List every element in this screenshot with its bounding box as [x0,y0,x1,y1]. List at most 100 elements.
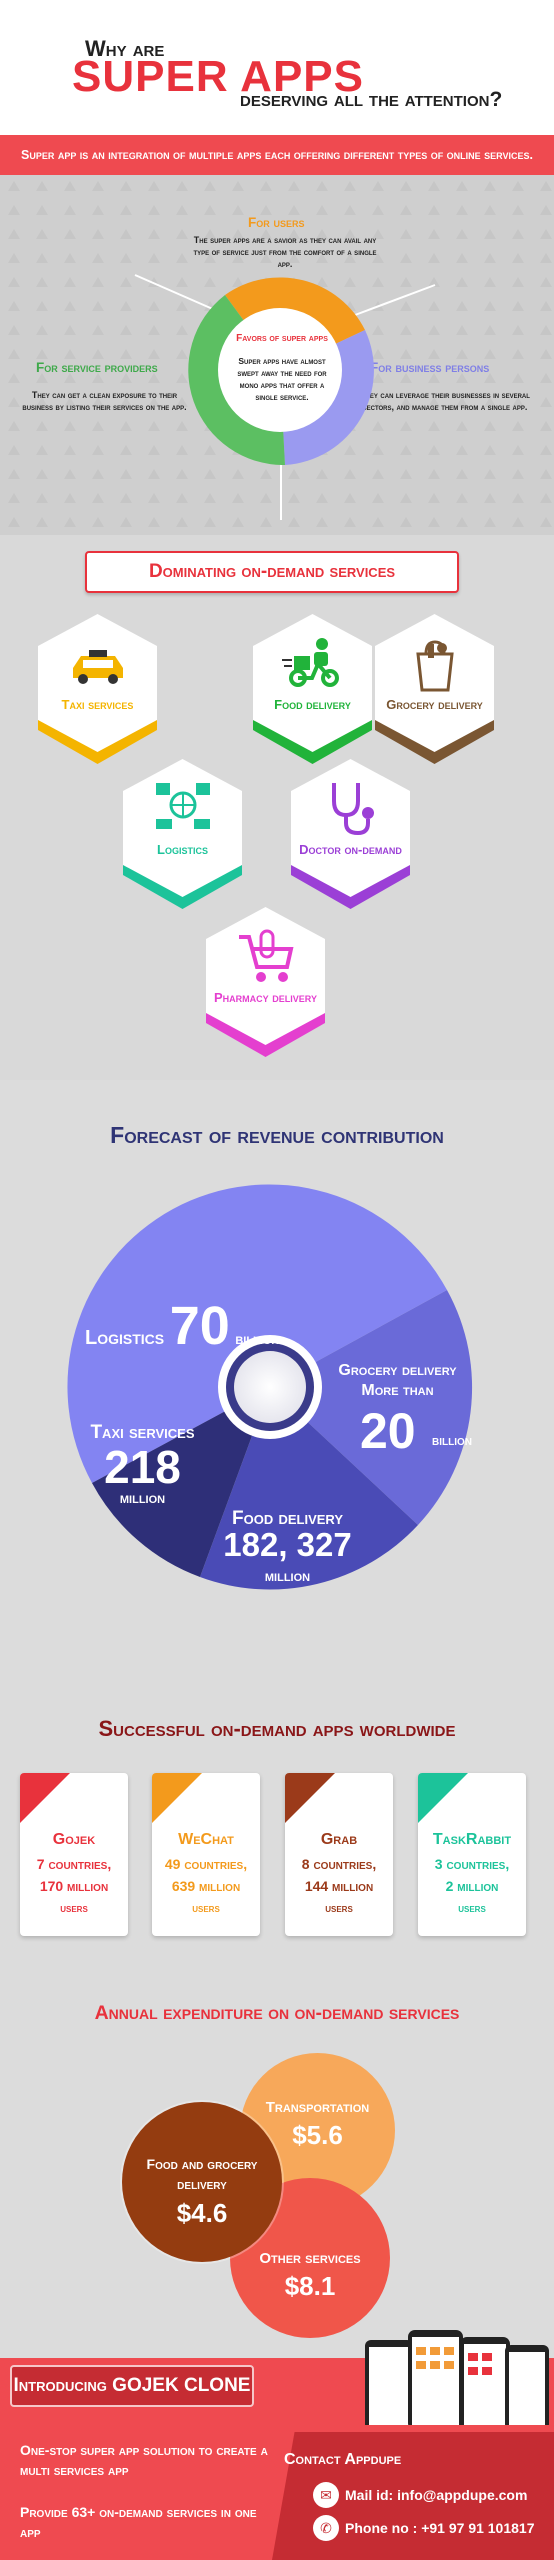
grocery-label: Grocery delivery [338,1362,457,1379]
header-line3: deserving all the attention? [240,88,503,111]
card-corner [418,1773,468,1823]
app-countries: 8 countries, [301,1856,377,1872]
favors-title: Favors of super apps [236,333,328,344]
app-name: TaskRabbit [432,1831,512,1848]
super-apps-section [0,175,554,535]
hex-shape [38,614,157,764]
pie-hole [234,1351,306,1423]
dominating-title: Dominating on-demand services [85,551,459,593]
pharmacy-cart-icon [235,927,297,985]
mail-icon: ✉ [313,2482,339,2508]
app-stats: 7 countries, 170 million users [20,1853,128,1919]
taxi-unit: million [119,1490,166,1507]
forecast-title: Forecast of revenue contribution [110,1122,444,1148]
hex-shape [291,759,410,909]
grocery-prefix: More than [361,1382,434,1399]
successful-title: Successful on-demand apps worldwide [98,1716,456,1741]
taxi-value: 218 [104,1441,181,1493]
connector-line [134,274,216,311]
grocery-value: 20 [360,1403,416,1459]
footer-line1: One-stop super app solution to create a … [20,2442,268,2478]
contact-title: Contact Appdupe [284,2451,402,2468]
service-hex-taxi-services: Taxi services [35,612,160,767]
app-name: WeChat [178,1831,234,1848]
service-label: Grocery delivery [386,697,483,712]
transportation-label: Transportation [265,2099,370,2116]
food-grocery-label: Food and grocery delivery [146,2156,258,2192]
revenue-pie [67,1184,473,1590]
service-hex-pharmacy-delivery: Pharmacy delivery [203,905,328,1060]
footer-line2: Provide 63+ on-demand services in one ap… [20,2504,257,2540]
contact-phone[interactable]: Phone no : +91 97 91 101817 [345,2520,535,2536]
app-name: Gojek [52,1831,96,1848]
grocery-unit: billion [432,1432,472,1448]
intro-gojek-clone: Introducing GOJEK CLONE [10,2365,254,2407]
hex-shape [375,614,494,764]
providers-title: For service providers [36,360,158,375]
service-label: Doctor on-demand [299,842,402,857]
food-grocery-value: $4.6 [176,2198,228,2228]
card-corner [20,1773,70,1823]
other-label: Other services [259,2250,361,2267]
card-corner [285,1773,335,1823]
header-title: SUPER APPS [72,52,365,101]
logistics-unit: billion [235,1331,280,1348]
users-title: For users [248,215,305,230]
service-hex-doctor-on-demand: Doctor on-demand [288,757,413,912]
app-countries: 7 countries, [36,1856,112,1872]
logistics-icon [152,779,214,837]
app-card-gojek: Gojek 7 countries, 170 million users [20,1773,128,1936]
pie-slice-logistics [67,1184,447,1483]
food-value: 182, 327 [223,1526,352,1563]
business-text: They can leverage their businesses in se… [360,390,530,412]
app-card-grab: Grab 8 countries, 144 million users [285,1773,393,1936]
stethoscope-icon [320,779,382,837]
phone-mockups [365,2330,549,2425]
app-card-taskrabbit: TaskRabbit 3 countries, 2 million users [418,1773,526,1936]
transportation-value: $5.6 [292,2120,343,2150]
intro-banner: Super app is an integration of multiple … [0,135,554,175]
pie-slice-grocery [270,1290,473,1525]
app-users-suffix: users [325,1901,353,1915]
food-unit: million [264,1568,311,1585]
app-users-suffix: users [458,1901,486,1915]
app-users: 2 million [445,1878,499,1894]
delivery-scooter-icon [282,634,344,692]
app-users-suffix: users [60,1901,88,1915]
contact-mail[interactable]: Mail id: info@appdupe.com [345,2487,528,2503]
users-text: The super apps are a savior as they can … [193,235,377,269]
service-hex-food-delivery: Food delivery [250,612,375,767]
service-hex-logistics: Logistics [120,757,245,912]
business-title: For business persons [370,360,490,375]
forecast-logistics: Logistics 70 billion [85,1295,279,1357]
app-users-suffix: users [192,1901,220,1915]
app-users: 170 million [39,1878,109,1894]
other-value: $8.1 [284,2271,336,2301]
service-label: Taxi services [61,697,134,712]
app-users: 144 million [304,1878,374,1894]
favors-text: Super apps have almost swept away the ne… [237,356,327,402]
grocery-bag-icon [404,634,466,692]
providers-text: They can get a clean exposure to their b… [22,390,187,412]
annual-title: Annual expenditure on on-demand services [94,2002,460,2024]
taxi-label: Taxi services [90,1422,195,1443]
app-card-wechat: WeChat 49 countries, 639 million users [152,1773,260,1936]
pie-slice-taxi [92,1387,270,1577]
pie-slice-food [200,1387,418,1590]
app-countries: 3 countries, [434,1856,510,1872]
circle-food-grocery: Food and grocery delivery $4.6 [122,2102,282,2262]
app-stats: 49 countries, 639 million users [152,1853,260,1919]
service-label: Logistics [157,842,208,857]
wheel-center [218,308,342,432]
service-hex-grocery-delivery: Grocery delivery [372,612,497,767]
app-countries: 49 countries, [164,1856,248,1872]
food-label: Food delivery [231,1508,344,1529]
phone-icon: ✆ [313,2515,339,2541]
hex-shape [123,759,242,909]
background-pattern [0,175,554,535]
app-users: 639 million [171,1878,241,1894]
app-stats: 3 countries, 2 million users [418,1853,526,1919]
logistics-value: 70 [169,1296,230,1356]
card-corner [152,1773,202,1823]
taxi-icon [67,634,129,692]
